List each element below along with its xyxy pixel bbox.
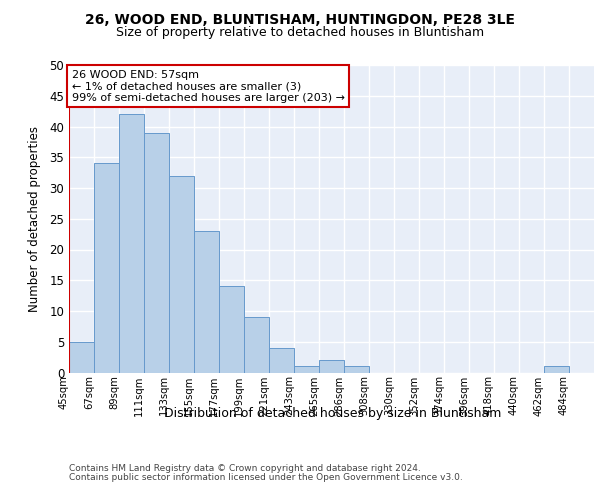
Bar — [119, 114, 144, 372]
Text: Distribution of detached houses by size in Bluntisham: Distribution of detached houses by size … — [164, 408, 502, 420]
Bar — [344, 366, 369, 372]
Text: Size of property relative to detached houses in Bluntisham: Size of property relative to detached ho… — [116, 26, 484, 39]
Bar — [169, 176, 194, 372]
Bar — [219, 286, 244, 372]
Text: Contains public sector information licensed under the Open Government Licence v3: Contains public sector information licen… — [69, 472, 463, 482]
Bar — [69, 342, 94, 372]
Bar — [244, 317, 269, 372]
Text: Contains HM Land Registry data © Crown copyright and database right 2024.: Contains HM Land Registry data © Crown c… — [69, 464, 421, 473]
Bar — [144, 132, 169, 372]
Y-axis label: Number of detached properties: Number of detached properties — [28, 126, 41, 312]
Bar — [294, 366, 319, 372]
Bar — [319, 360, 344, 372]
Bar — [194, 231, 219, 372]
Bar — [544, 366, 569, 372]
Bar — [269, 348, 294, 372]
Bar — [94, 164, 119, 372]
Text: 26 WOOD END: 57sqm
← 1% of detached houses are smaller (3)
99% of semi-detached : 26 WOOD END: 57sqm ← 1% of detached hous… — [71, 70, 344, 103]
Text: 26, WOOD END, BLUNTISHAM, HUNTINGDON, PE28 3LE: 26, WOOD END, BLUNTISHAM, HUNTINGDON, PE… — [85, 12, 515, 26]
